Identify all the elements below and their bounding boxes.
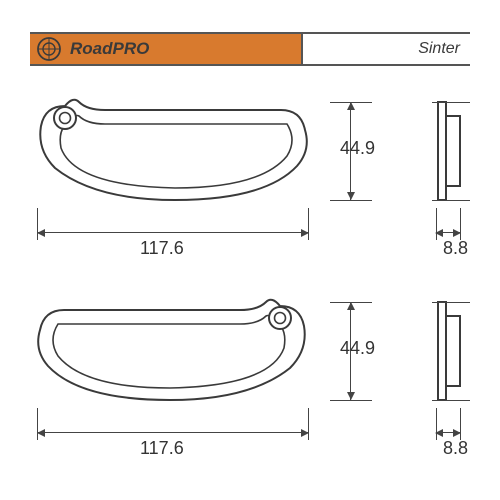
- part-row-bottom: 44.9 117.6 8.8: [30, 280, 470, 475]
- header-left: RoadPRO: [30, 34, 303, 64]
- dim-extent-line: [432, 102, 470, 103]
- brand-name: RoadPRO: [70, 39, 149, 59]
- pad-side-view: [435, 98, 465, 204]
- dim-arrow-icon: [347, 102, 355, 110]
- dim-extent-line: [330, 200, 372, 201]
- dim-arrow-icon: [301, 229, 309, 237]
- dim-thickness-label: 8.8: [443, 438, 468, 459]
- dim-arrow-icon: [301, 429, 309, 437]
- dim-width-label: 117.6: [140, 238, 184, 259]
- dim-line: [37, 432, 309, 433]
- dim-arrow-icon: [453, 429, 461, 437]
- dim-extent-line: [330, 400, 372, 401]
- dim-extent-line: [432, 200, 470, 201]
- dim-arrow-icon: [347, 302, 355, 310]
- dim-arrow-icon: [37, 429, 45, 437]
- pad-front-view: [35, 298, 310, 404]
- header-bar: RoadPRO Sinter: [30, 32, 470, 66]
- dim-arrow-icon: [37, 229, 45, 237]
- dim-line: [37, 232, 309, 233]
- dim-width-label: 117.6: [140, 438, 184, 459]
- dim-arrow-icon: [435, 229, 443, 237]
- dim-arrow-icon: [435, 429, 443, 437]
- dim-extent-line: [432, 400, 470, 401]
- technical-drawing: 44.9 117.6 8.8: [30, 80, 470, 485]
- pad-side-view: [435, 298, 465, 404]
- dim-extent-line: [432, 302, 470, 303]
- dim-height-label: 44.9: [340, 138, 375, 159]
- header-right: Sinter: [303, 40, 470, 58]
- brand-logo-icon: [36, 36, 62, 62]
- part-row-top: 44.9 117.6 8.8: [30, 80, 470, 275]
- dim-height-label: 44.9: [340, 338, 375, 359]
- dim-arrow-icon: [347, 192, 355, 200]
- product-subtype: Sinter: [418, 40, 460, 58]
- dim-thickness-label: 8.8: [443, 238, 468, 259]
- dim-arrow-icon: [347, 392, 355, 400]
- dim-arrow-icon: [453, 229, 461, 237]
- pad-front-view: [35, 98, 310, 204]
